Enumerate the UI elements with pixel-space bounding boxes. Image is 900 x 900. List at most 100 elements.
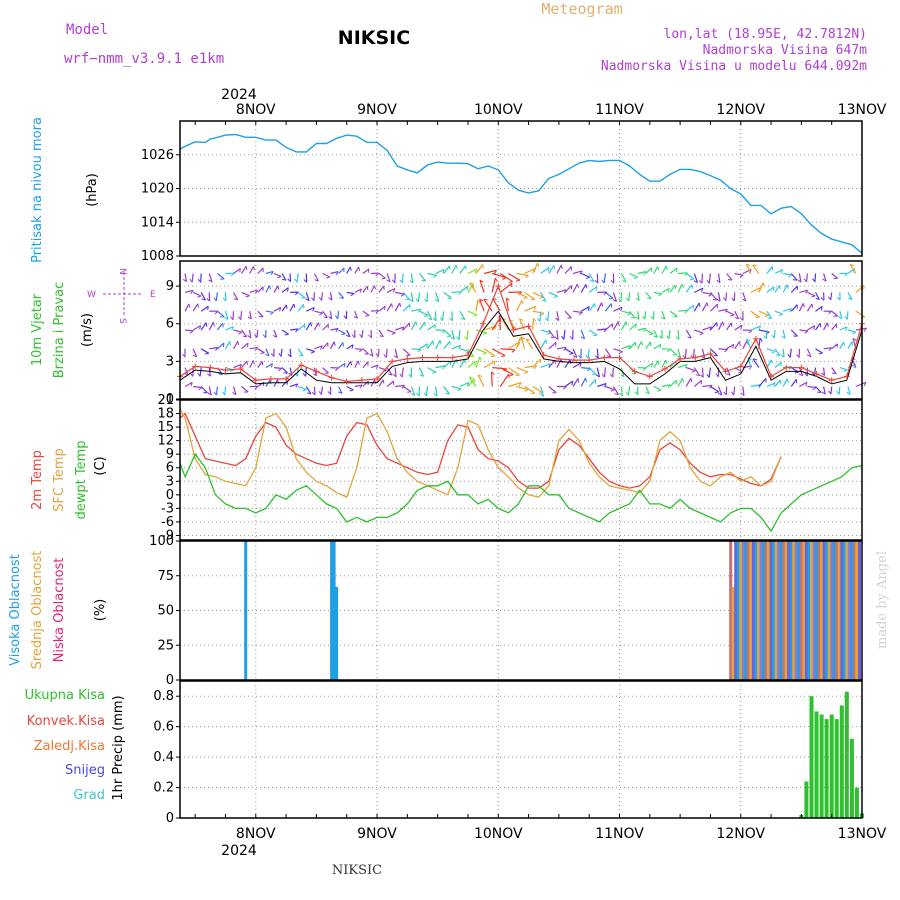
wind-barb-flag xyxy=(780,269,783,274)
chart-subtitle: Meteogram xyxy=(541,0,622,18)
wind-barb-flag xyxy=(374,285,376,290)
wind-barb-flag xyxy=(578,354,582,359)
wind-barb xyxy=(281,273,287,281)
wind-barb xyxy=(669,310,678,317)
wind-barb xyxy=(354,360,359,368)
wind-barb xyxy=(354,266,360,274)
wind-barb xyxy=(386,367,393,376)
wind-barb-flag xyxy=(578,312,583,316)
wind-barb-flag xyxy=(506,297,510,301)
wind-barb xyxy=(273,329,278,338)
wind-barb-flag xyxy=(851,341,854,346)
wind-barb xyxy=(265,363,273,369)
wind-barb xyxy=(233,329,242,333)
wind-barb-flag xyxy=(523,297,528,300)
wind-barb xyxy=(556,329,559,340)
wind-barb-flag xyxy=(339,297,344,299)
wind-barb-flag xyxy=(693,280,698,284)
wind-barb xyxy=(637,327,647,331)
wind-barb xyxy=(370,364,379,369)
wind-barb-flag xyxy=(261,361,264,366)
wind-barb-flag xyxy=(382,379,385,384)
wind-barb xyxy=(305,386,312,395)
wind-barb-flag xyxy=(555,317,560,322)
wind-barb xyxy=(717,321,724,331)
y-tick-label: 1020 xyxy=(141,182,174,197)
wind-barb-flag xyxy=(585,284,588,289)
wind-barb-flag xyxy=(272,335,278,338)
wind-barb-flag xyxy=(811,295,816,298)
wind-barb-flag xyxy=(502,277,507,280)
wind-barb xyxy=(564,359,571,368)
wind-barb xyxy=(758,378,767,387)
wind-barb-flag xyxy=(722,297,727,302)
wind-barb xyxy=(233,363,242,369)
wind-barb-flag xyxy=(657,266,660,271)
wind-barb xyxy=(855,285,865,293)
wind-barb xyxy=(224,386,227,396)
wind-barb-flag xyxy=(715,373,719,378)
wind-barb xyxy=(588,329,598,336)
wind-barb xyxy=(459,265,467,274)
wind-barb xyxy=(306,348,315,353)
wind-barb xyxy=(789,348,792,358)
wind-barb-flag xyxy=(752,264,757,267)
wind-barb xyxy=(790,378,797,387)
wind-barb xyxy=(684,348,687,359)
wind-barb-flag xyxy=(510,283,513,288)
wind-barb xyxy=(378,285,385,293)
wind-barb xyxy=(548,359,556,368)
wind-barb-flag xyxy=(709,326,713,331)
wind-barb-flag xyxy=(813,325,816,330)
wind-barb xyxy=(435,292,440,302)
wind-barb-flag xyxy=(727,279,733,281)
wind-barb xyxy=(362,268,370,274)
wind-barb xyxy=(443,360,452,369)
wind-barb xyxy=(621,344,631,350)
wind-barb xyxy=(322,310,328,318)
wind-barb-flag xyxy=(295,328,299,333)
wind-barb-flag xyxy=(405,298,410,301)
wind-barb-flag xyxy=(533,365,538,370)
wind-barb xyxy=(209,346,219,350)
wind-barb xyxy=(418,367,425,377)
cloud-bar xyxy=(330,541,334,680)
wind-barb xyxy=(572,270,583,275)
day-label-top: 8NOV xyxy=(236,102,276,118)
wind-barb-flag xyxy=(770,359,773,364)
station-elevation: Nadmorska Visina 647m xyxy=(703,43,868,58)
wind-barb-flag xyxy=(827,296,832,301)
wind-barb xyxy=(548,264,555,274)
wind-barb xyxy=(661,310,666,320)
wind-barb xyxy=(524,305,537,312)
cloud-bar xyxy=(244,541,248,680)
wind-barb xyxy=(498,315,501,331)
wind-barb-flag xyxy=(445,392,450,395)
cloud-bar xyxy=(852,541,856,680)
wind-barb xyxy=(492,367,507,370)
wind-barb-flag xyxy=(254,334,258,338)
wind-barb xyxy=(386,380,395,387)
wind-barb xyxy=(515,300,523,312)
wind-barb-flag xyxy=(349,389,354,392)
wind-barb-flag xyxy=(675,336,680,340)
wind-barb-flag xyxy=(318,296,323,301)
wind-barb-flag xyxy=(732,344,735,349)
y-tick-label: 1008 xyxy=(141,249,174,264)
wind-barb-flag xyxy=(199,325,202,330)
precip-bar xyxy=(854,787,859,818)
wind-barb xyxy=(459,348,470,353)
year-label-bottom: 2024 xyxy=(221,843,257,859)
cloud-bar xyxy=(335,586,339,680)
wind-barb-flag xyxy=(530,298,535,301)
wind-barb-flag xyxy=(415,321,418,326)
wind-barb-flag xyxy=(740,392,745,396)
wind-barb xyxy=(782,329,786,339)
wind-barb xyxy=(200,273,202,283)
wind-barb xyxy=(677,283,683,293)
precip-bar xyxy=(849,738,854,818)
wind-barb-flag xyxy=(375,353,379,358)
wind-barb xyxy=(500,367,514,376)
wind-barb xyxy=(290,328,299,331)
wind-barb-flag xyxy=(432,317,437,322)
